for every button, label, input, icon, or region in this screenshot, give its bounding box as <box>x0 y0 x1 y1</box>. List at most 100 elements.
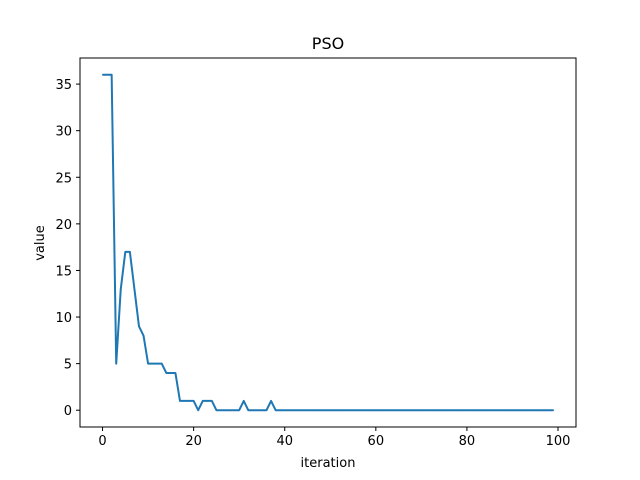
data-point <box>306 409 309 411</box>
data-point <box>224 409 227 411</box>
data-point <box>466 409 468 411</box>
data-point <box>507 409 509 411</box>
data-point <box>552 409 555 411</box>
data-point <box>293 409 295 411</box>
data-point <box>475 409 477 411</box>
y-tick-label: 35 <box>55 78 72 93</box>
data-point <box>457 409 459 411</box>
data-point <box>539 409 541 411</box>
x-tick-label: 100 <box>546 434 571 449</box>
data-point <box>416 409 418 411</box>
y-tick-label: 5 <box>64 358 72 373</box>
data-point <box>156 363 158 365</box>
data-point <box>470 409 473 411</box>
y-tick-label: 30 <box>55 125 72 140</box>
data-point <box>111 74 113 76</box>
data-point <box>197 409 199 411</box>
data-point <box>498 409 500 411</box>
y-tick-label: 25 <box>55 171 72 186</box>
data-point <box>256 409 259 411</box>
data-point <box>493 409 495 411</box>
data-point <box>120 288 122 290</box>
x-tick-label: 40 <box>276 434 293 449</box>
y-tick-label: 20 <box>55 218 72 233</box>
data-point <box>179 400 181 402</box>
data-point <box>316 409 318 411</box>
y-axis: 0 5 10 15 20 25 30 35 <box>55 78 80 419</box>
data-point <box>384 409 386 411</box>
x-tick-label: 0 <box>98 434 106 449</box>
data-point <box>133 288 136 290</box>
data-point <box>516 409 518 411</box>
data-point <box>124 251 126 253</box>
data-point <box>161 363 163 365</box>
data-point <box>183 400 186 402</box>
data-point <box>311 409 313 411</box>
data-point <box>106 74 108 76</box>
data-point <box>411 409 413 411</box>
data-point <box>275 409 277 411</box>
data-point <box>284 409 286 411</box>
data-point <box>170 372 172 374</box>
data-point <box>366 409 368 411</box>
data-point <box>534 409 536 411</box>
data-point <box>448 409 450 411</box>
data-point <box>320 409 322 411</box>
x-axis: 0 20 40 60 80 100 <box>98 427 570 449</box>
data-point <box>238 409 240 411</box>
data-point <box>484 409 486 411</box>
data-point <box>429 409 432 411</box>
data-point <box>402 409 404 411</box>
plot-area-frame <box>79 57 577 428</box>
data-point <box>147 363 149 365</box>
data-point <box>174 372 177 374</box>
data-point <box>357 409 359 411</box>
data-point <box>543 409 545 411</box>
x-axis-label: iteration <box>301 456 356 471</box>
data-point <box>115 363 117 365</box>
data-point <box>489 409 491 411</box>
data-point <box>520 409 523 411</box>
data-point <box>279 409 281 411</box>
data-point <box>502 409 504 411</box>
data-point <box>347 409 350 411</box>
data-point <box>101 74 104 76</box>
data-point <box>288 409 290 411</box>
data-point <box>479 409 482 411</box>
data-point <box>434 409 436 411</box>
data-point <box>202 400 204 402</box>
data-point <box>206 400 208 402</box>
x-tick-label: 60 <box>368 434 385 449</box>
data-point <box>397 409 400 411</box>
data-point <box>229 409 231 411</box>
y-tick-label: 0 <box>64 404 72 419</box>
data-point <box>525 409 527 411</box>
data-point <box>270 400 272 402</box>
data-point <box>420 409 422 411</box>
data-point <box>452 409 454 411</box>
data-point <box>188 400 190 402</box>
data-point <box>361 409 363 411</box>
data-point <box>425 409 427 411</box>
data-point <box>407 409 409 411</box>
data-point <box>334 409 336 411</box>
data-point <box>129 251 131 253</box>
data-point <box>247 409 249 411</box>
data-point <box>343 409 345 411</box>
x-tick-label: 80 <box>459 434 476 449</box>
x-tick-label: 20 <box>185 434 202 449</box>
series-points <box>101 74 555 411</box>
data-point <box>261 409 263 411</box>
data-point <box>302 409 304 411</box>
data-point <box>265 409 268 411</box>
y-axis-label: value <box>33 225 48 261</box>
chart-title: PSO <box>312 34 344 53</box>
data-point <box>142 335 145 337</box>
data-point <box>193 400 195 402</box>
data-point <box>370 409 372 411</box>
data-point <box>511 409 514 411</box>
data-point <box>379 409 381 411</box>
data-point <box>220 409 222 411</box>
data-point <box>165 372 167 374</box>
